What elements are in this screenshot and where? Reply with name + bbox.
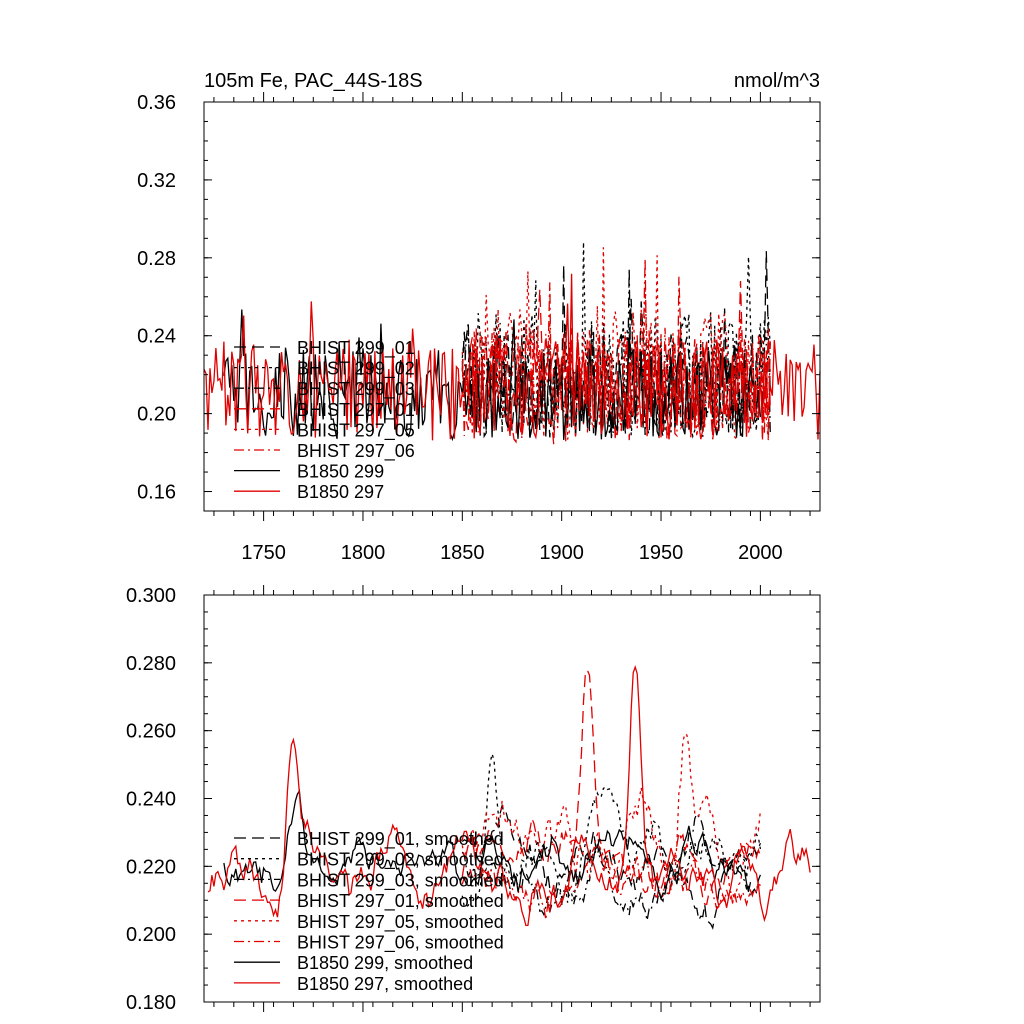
y-tick-label: 0.20: [137, 404, 176, 426]
x-tick-label: 1800: [341, 542, 386, 564]
x-tick-label: 2000: [738, 542, 783, 564]
y-tick-label: 0.280: [126, 653, 176, 675]
legend-label: BHIST 297_06, smoothed: [297, 933, 504, 954]
bottom-axes: 0.180 0.200 0.220 0.240 0.260 0.280 0.300: [126, 585, 820, 1014]
legend-label: B1850 299: [297, 462, 384, 482]
y-tick-label: 0.36: [137, 92, 176, 114]
legend-label: BHIST 297_01, smoothed: [297, 891, 504, 912]
series-line-bhist-297-01: [461, 280, 771, 445]
legend-label: BHIST 299_02: [297, 359, 415, 380]
top-series-group: [203, 241, 821, 445]
legend-label: BHIST 299_02, smoothed: [297, 850, 504, 871]
top-panel: 105m Fe, PAC_44S-18S nmol/m^3 BHIST 299_…: [137, 70, 821, 564]
y-tick-label: 0.200: [126, 924, 176, 946]
y-tick-label: 0.240: [126, 789, 176, 811]
series-line-bhist-297-05-smoothed: [461, 732, 762, 901]
y-tick-label: 0.260: [126, 721, 176, 743]
legend-label: BHIST 297_06: [297, 441, 415, 462]
legend-label: BHIST 297_01: [297, 400, 415, 421]
legend-label: B1850 297: [297, 482, 384, 502]
units-label: nmol/m^3: [734, 70, 820, 92]
legend-label: BHIST 299_01, smoothed: [297, 829, 504, 850]
series-line-b1850-299-smoothed: [223, 788, 752, 901]
legend-label: B1850 297, smoothed: [297, 974, 473, 994]
x-tick-label: 1900: [539, 542, 584, 564]
legend-label: BHIST 299_01: [297, 338, 415, 359]
y-tick-label: 0.220: [126, 856, 176, 878]
legend-label: BHIST 297_05: [297, 420, 415, 441]
y-tick-label: 0.32: [137, 170, 176, 192]
chart-title: 105m Fe, PAC_44S-18S: [204, 70, 423, 92]
y-tick-label: 0.16: [137, 482, 176, 504]
series-line-bhist-299-03-smoothed: [461, 812, 762, 921]
legend-label: BHIST 299_03: [297, 379, 415, 400]
series-line-bhist-297-06-smoothed: [461, 843, 762, 920]
x-tick-label: 1750: [241, 542, 286, 564]
x-tick-label: 1950: [639, 542, 684, 564]
legend-label: B1850 299, smoothed: [297, 953, 473, 973]
y-tick-label: 0.24: [137, 326, 176, 348]
y-tick-label: 0.300: [126, 585, 176, 607]
x-tick-label: 1850: [440, 542, 485, 564]
y-tick-label: 0.28: [137, 248, 176, 270]
bottom-series-group: [207, 665, 811, 930]
series-line-b1850-297-smoothed: [207, 665, 811, 927]
series-line-b1850-299: [223, 309, 762, 442]
series-line-bhist-299-01-smoothed: [461, 803, 762, 930]
series-line-bhist-299-02-smoothed: [461, 753, 762, 908]
y-tick-label: 0.180: [126, 992, 176, 1014]
series-line-bhist-297-01-smoothed: [461, 669, 762, 906]
legend-label: BHIST 299_03, smoothed: [297, 870, 504, 891]
legend-label: BHIST 297_05, smoothed: [297, 912, 504, 933]
top-axes: 0.16 0.20 0.24 0.28 0.32 0.36 1750 1800 1850 1900…: [137, 92, 820, 564]
series-line-b1850-297: [203, 273, 821, 441]
